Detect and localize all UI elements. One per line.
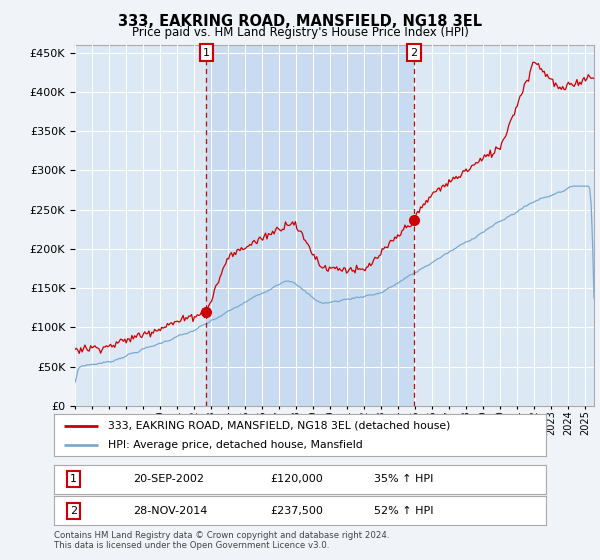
Text: 52% ↑ HPI: 52% ↑ HPI xyxy=(374,506,433,516)
Bar xyxy=(206,45,414,406)
Text: 333, EAKRING ROAD, MANSFIELD, NG18 3EL: 333, EAKRING ROAD, MANSFIELD, NG18 3EL xyxy=(118,14,482,29)
Text: £120,000: £120,000 xyxy=(271,474,323,484)
Text: £237,500: £237,500 xyxy=(271,506,323,516)
Text: 2: 2 xyxy=(70,506,77,516)
Text: 28-NOV-2014: 28-NOV-2014 xyxy=(133,506,207,516)
Text: 20-SEP-2002: 20-SEP-2002 xyxy=(133,474,204,484)
Text: Price paid vs. HM Land Registry's House Price Index (HPI): Price paid vs. HM Land Registry's House … xyxy=(131,26,469,39)
Text: 1: 1 xyxy=(203,48,210,58)
Text: 1: 1 xyxy=(70,474,77,484)
Text: 2: 2 xyxy=(410,48,418,58)
Text: Contains HM Land Registry data © Crown copyright and database right 2024.
This d: Contains HM Land Registry data © Crown c… xyxy=(54,531,389,550)
Text: 333, EAKRING ROAD, MANSFIELD, NG18 3EL (detached house): 333, EAKRING ROAD, MANSFIELD, NG18 3EL (… xyxy=(108,421,451,431)
Text: 35% ↑ HPI: 35% ↑ HPI xyxy=(374,474,433,484)
Text: HPI: Average price, detached house, Mansfield: HPI: Average price, detached house, Mans… xyxy=(108,440,363,450)
